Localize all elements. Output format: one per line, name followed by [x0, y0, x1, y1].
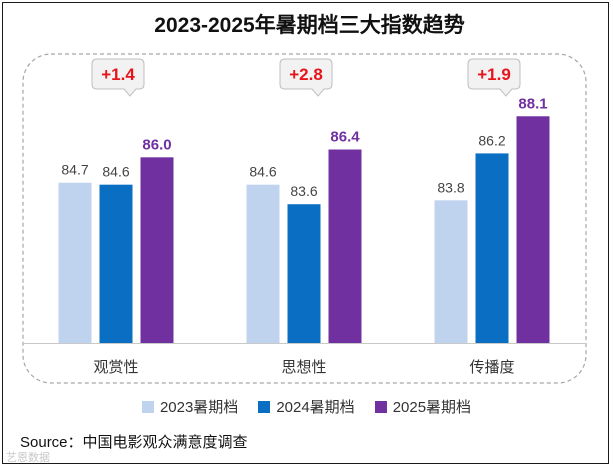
watermark: 艺恩数据	[6, 452, 50, 464]
callout-value-传播度: +1.9	[477, 65, 511, 84]
bar-观赏性-2024暑期档	[99, 184, 133, 343]
value-label-传播度-2023暑期档: 83.8	[437, 179, 464, 195]
value-label-传播度-2025暑期档: 88.1	[518, 95, 547, 112]
legend-label-2025: 2025暑期档	[392, 399, 472, 416]
bar-观赏性-2023暑期档	[58, 182, 92, 343]
legend-item-2023: 2023暑期档	[141, 396, 239, 417]
category-label-传播度: 传播度	[469, 359, 514, 376]
callout-value-观赏性: +1.4	[101, 65, 135, 84]
legend-swatch-2024	[258, 400, 271, 413]
value-label-思想性-2025暑期档: 86.4	[330, 129, 360, 146]
legend-label-2024: 2024暑期档	[276, 399, 355, 416]
category-label-思想性: 思想性	[281, 359, 326, 376]
legend-swatch-2025	[374, 400, 387, 413]
legend-item-2024: 2024暑期档	[258, 396, 355, 417]
bar-观赏性-2025暑期档	[140, 157, 174, 343]
bar-传播度-2025暑期档	[516, 116, 550, 343]
value-label-观赏性-2025暑期档: 86.0	[142, 136, 171, 153]
value-label-观赏性-2023暑期档: 84.7	[61, 162, 88, 178]
plot-panel	[22, 53, 587, 384]
bar-思想性-2024暑期档	[287, 204, 321, 343]
value-label-观赏性-2024暑期档: 84.6	[102, 164, 129, 180]
callout-bubble-传播度	[467, 58, 521, 97]
value-label-传播度-2024暑期档: 86.2	[478, 132, 505, 148]
bar-思想性-2025暑期档	[328, 149, 362, 343]
legend: 2023暑期档 2024暑期档 2025暑期档	[0, 396, 613, 417]
bar-传播度-2024暑期档	[475, 153, 509, 343]
value-label-思想性-2023暑期档: 84.6	[249, 164, 276, 180]
callout-value-思想性: +2.8	[289, 65, 323, 84]
category-label-观赏性: 观赏性	[93, 359, 138, 376]
callout-bubble-思想性	[279, 58, 333, 97]
legend-label-2023: 2023暑期档	[159, 399, 239, 416]
legend-item-2025: 2025暑期档	[374, 396, 472, 417]
chart-title: 2023-2025年暑期档三大指数趋势	[154, 14, 465, 37]
bar-传播度-2023暑期档	[434, 200, 468, 343]
source-note: Source：中国电影观众满意度调查	[20, 434, 248, 451]
callout-bubble-观赏性	[91, 58, 145, 97]
legend-swatch-2023	[141, 400, 154, 413]
bar-思想性-2023暑期档	[246, 184, 280, 343]
value-label-思想性-2024暑期档: 83.6	[290, 183, 317, 199]
